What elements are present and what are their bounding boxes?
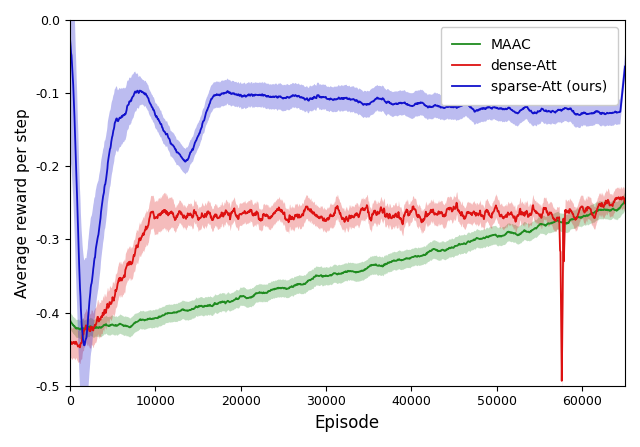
sparse-Att (ours) <box>81 343 88 348</box>
dense-Att <box>619 194 627 199</box>
MAAC <box>410 254 418 260</box>
Line: MAAC: MAAC <box>70 200 625 329</box>
dense-Att <box>382 213 390 218</box>
sparse-Att (ours) <box>314 93 322 98</box>
dense-Att <box>66 342 74 347</box>
Line: dense-Att: dense-Att <box>70 197 625 381</box>
sparse-Att (ours) <box>563 105 570 111</box>
sparse-Att (ours) <box>70 103 78 109</box>
MAAC <box>76 327 84 332</box>
sparse-Att (ours) <box>410 103 418 108</box>
X-axis label: Episode: Episode <box>315 414 380 432</box>
sparse-Att (ours) <box>621 64 629 69</box>
dense-Att <box>410 204 417 209</box>
MAAC <box>78 325 86 330</box>
MAAC <box>70 324 78 329</box>
Line: sparse-Att (ours): sparse-Att (ours) <box>70 35 625 346</box>
Y-axis label: Average reward per step: Average reward per step <box>15 108 30 298</box>
dense-Att <box>314 214 321 219</box>
dense-Att <box>563 209 570 215</box>
dense-Att <box>70 339 78 345</box>
sparse-Att (ours) <box>77 315 85 320</box>
MAAC <box>382 261 390 267</box>
MAAC <box>314 273 322 278</box>
dense-Att <box>621 201 629 206</box>
sparse-Att (ours) <box>382 100 390 105</box>
MAAC <box>66 317 74 323</box>
Legend: MAAC, dense-Att, sparse-Att (ours): MAAC, dense-Att, sparse-Att (ours) <box>441 27 618 105</box>
MAAC <box>621 197 629 202</box>
MAAC <box>563 220 570 226</box>
dense-Att <box>77 340 85 346</box>
sparse-Att (ours) <box>66 33 74 38</box>
dense-Att <box>558 378 566 384</box>
